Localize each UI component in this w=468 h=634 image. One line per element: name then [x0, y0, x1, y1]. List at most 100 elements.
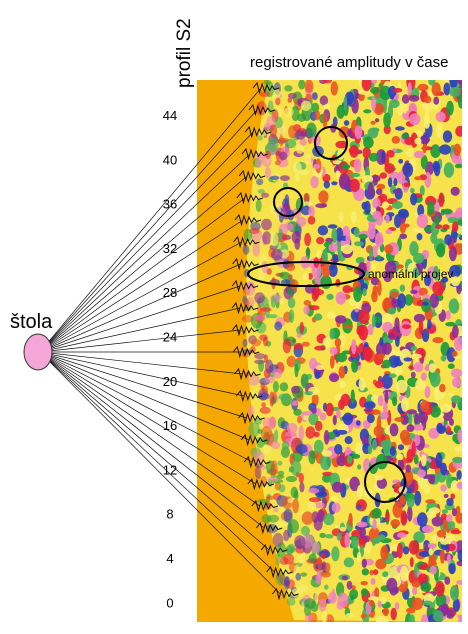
amplitude-blob	[311, 408, 317, 414]
amplitude-blob	[287, 97, 293, 103]
amplitude-blob	[263, 336, 268, 347]
amplitude-blob	[330, 81, 338, 96]
amplitude-blob	[264, 150, 271, 159]
amplitude-blob	[424, 110, 430, 125]
ray	[39, 351, 243, 375]
amplitude-blob	[344, 91, 355, 105]
amplitude-blob	[370, 120, 376, 125]
amplitude-blob	[308, 553, 317, 563]
amplitude-blob	[413, 362, 424, 373]
amplitude-blob	[416, 233, 423, 241]
amplitude-blob	[396, 542, 403, 559]
ray	[39, 351, 281, 595]
amplitude-blob	[283, 107, 294, 118]
amplitude-blob	[387, 177, 393, 188]
amplitude-blob	[257, 135, 263, 141]
amplitude-blob	[451, 395, 462, 404]
amplitude-blob	[451, 221, 459, 232]
amplitude-blob	[383, 124, 391, 135]
amplitude-blob	[446, 405, 452, 412]
amplitude-blob	[272, 380, 279, 393]
amplitude-blob	[451, 350, 458, 357]
amplitude-blob	[262, 231, 272, 245]
amplitude-blob	[433, 265, 439, 281]
amplitude-blob	[450, 276, 461, 287]
amplitude-blob	[286, 422, 298, 434]
amplitude-blob	[349, 589, 359, 600]
amplitude-blob	[332, 254, 339, 264]
amplitude-blob	[433, 96, 440, 105]
amplitude-blob	[371, 537, 381, 544]
amplitude-blob	[328, 243, 339, 253]
amplitude-blob	[406, 409, 417, 415]
amplitude-blob	[408, 411, 413, 426]
amplitude-blob	[345, 613, 354, 618]
amplitude-blob	[447, 363, 455, 370]
amplitude-blob	[431, 82, 441, 97]
amplitude-blob	[279, 271, 291, 280]
amplitude-blob	[414, 137, 422, 145]
amplitude-blob	[367, 323, 374, 336]
amplitude-blob	[396, 264, 404, 269]
amplitude-blob	[257, 189, 265, 194]
amplitude-blob	[369, 246, 374, 262]
amplitude-blob	[428, 80, 436, 86]
ray	[39, 351, 265, 529]
amplitude-blob	[456, 482, 462, 489]
amplitude-blob	[334, 338, 342, 348]
amplitude-blob	[324, 104, 331, 111]
amplitude-blob	[392, 189, 400, 194]
amplitude-blob	[446, 426, 452, 435]
amplitude-blob	[299, 138, 307, 146]
amplitude-blob	[429, 293, 439, 309]
amplitude-blob	[299, 482, 305, 493]
amplitude-blob	[446, 498, 454, 506]
amplitude-blob	[287, 287, 294, 296]
amplitude-blob	[458, 617, 462, 622]
amplitude-blob	[374, 587, 380, 599]
amplitude-blob	[406, 424, 415, 432]
amplitude-blob	[377, 395, 384, 407]
amplitude-blob	[270, 232, 279, 247]
amplitude-blob	[320, 570, 331, 578]
amplitude-blob	[254, 466, 262, 479]
amplitude-blob	[295, 144, 304, 154]
amplitude-blob	[283, 508, 293, 523]
trace	[252, 81, 280, 95]
amplitude-blob	[372, 439, 377, 451]
amplitude-blob	[242, 244, 250, 255]
amplitude-blob	[456, 470, 462, 480]
amplitude-blob	[386, 150, 395, 158]
amplitude-blob	[383, 401, 388, 415]
amplitude-blob	[331, 546, 340, 562]
ray	[39, 197, 246, 353]
amplitude-blob	[341, 163, 351, 170]
amplitude-blob	[308, 305, 320, 311]
trace	[247, 477, 275, 491]
amplitude-blob	[450, 186, 460, 196]
amplitude-blob	[364, 535, 370, 544]
amplitude-blob	[373, 474, 384, 481]
amplitude-blob	[402, 162, 414, 178]
amplitude-blob	[294, 173, 300, 182]
amplitude-blob	[370, 86, 380, 95]
amplitude-blob	[392, 502, 403, 518]
amplitude-blob	[455, 125, 462, 137]
amplitude-blob	[400, 414, 409, 426]
amplitude-blob	[267, 476, 279, 483]
amplitude-blob	[411, 597, 424, 610]
amplitude-blob	[294, 535, 306, 550]
amplitude-blob	[413, 424, 424, 431]
amplitude-blob	[374, 232, 384, 248]
amplitude-blob	[380, 545, 389, 561]
amplitude-blob	[443, 80, 450, 84]
amplitude-blob	[311, 511, 319, 523]
amplitude-blob	[315, 203, 327, 209]
amplitude-blob	[366, 413, 375, 424]
amplitude-blob	[412, 227, 424, 233]
amplitude-blob	[440, 462, 448, 476]
amplitude-blob	[282, 338, 292, 354]
amplitude-blob	[408, 540, 420, 555]
trace	[231, 279, 259, 293]
amplitude-blob	[421, 328, 430, 343]
